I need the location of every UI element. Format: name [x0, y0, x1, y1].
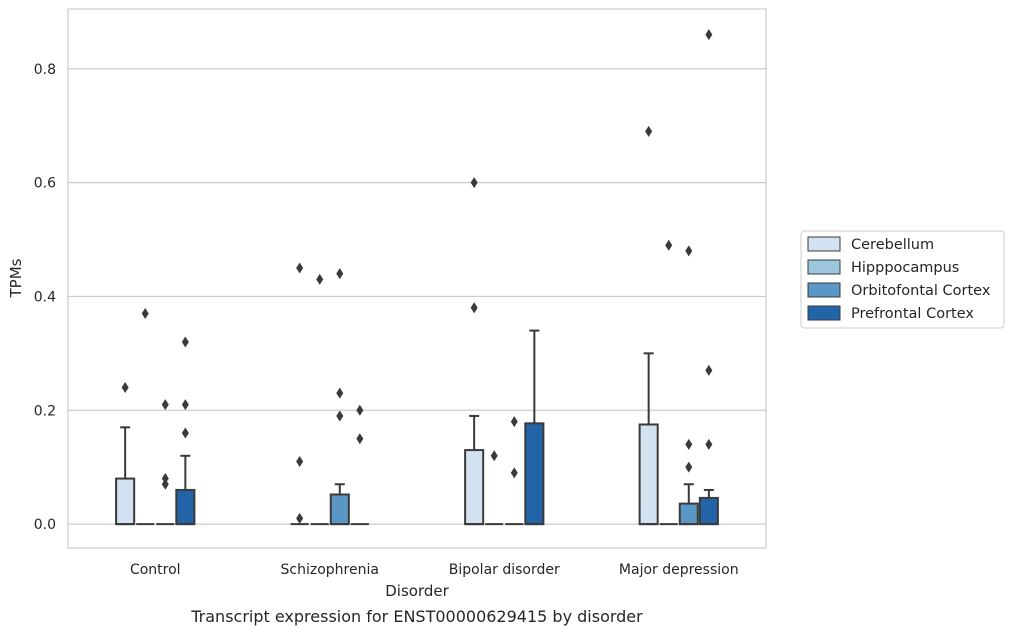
outlier-point — [490, 450, 498, 462]
box-group — [464, 177, 485, 526]
outlier-point — [356, 433, 364, 445]
outlier-point — [705, 364, 713, 376]
outlier-point — [336, 410, 344, 422]
box-group — [638, 125, 659, 526]
outlier-point — [296, 455, 304, 467]
outlier-point — [161, 478, 169, 490]
legend-frame — [800, 230, 1005, 329]
legend-swatch — [807, 236, 841, 252]
outlier-point — [685, 461, 693, 473]
outlier-point — [181, 427, 189, 439]
outlier-point — [336, 387, 344, 399]
outlier-point — [470, 302, 478, 314]
box-group — [485, 450, 504, 526]
box-group — [290, 262, 309, 526]
box — [329, 493, 350, 526]
box-group — [505, 416, 524, 526]
x-tick-label: Bipolar disorder — [449, 562, 560, 578]
outlier-point — [685, 245, 693, 257]
outlier-point — [510, 467, 518, 479]
box-group — [310, 273, 329, 526]
outlier-point — [181, 399, 189, 411]
box-group — [329, 268, 350, 526]
y-tick-label: 0.0 — [34, 517, 56, 533]
box-group — [156, 399, 175, 526]
outlier-point — [645, 125, 653, 137]
outlier-point — [356, 404, 364, 416]
box-group — [115, 381, 136, 526]
box — [175, 488, 196, 526]
outlier-point — [141, 308, 149, 320]
legend-label: Hipppocampus — [851, 260, 959, 276]
box-group — [678, 245, 699, 526]
box — [638, 423, 659, 526]
x-tick-label: Schizophrenia — [281, 562, 379, 578]
legend-swatch — [807, 305, 841, 321]
y-tick-label: 0.4 — [34, 289, 56, 305]
box-group — [659, 239, 678, 526]
box-group — [136, 308, 155, 526]
outlier-point — [685, 438, 693, 450]
x-tick-label: Control — [130, 562, 181, 578]
y-tick-label: 0.2 — [34, 403, 56, 419]
outlier-point — [705, 29, 713, 41]
outlier-point — [510, 416, 518, 428]
outlier-point — [161, 399, 169, 411]
outlier-point — [470, 177, 478, 189]
x-tick-label: Major depression — [619, 562, 739, 578]
box-group — [350, 404, 369, 526]
outlier-point — [296, 512, 304, 524]
x-tick-labels: Control Schizophrenia Bipolar disorder Majo… — [130, 562, 739, 578]
legend-label: Orbitofontal Cortex — [851, 283, 991, 299]
box-group — [175, 336, 196, 526]
y-tick-label: 0.8 — [34, 62, 56, 78]
box — [115, 477, 136, 526]
legend-label: Cerebellum — [851, 237, 934, 253]
y-tick-labels: 0.0 0.2 0.4 0.6 0.8 — [34, 62, 56, 533]
figure-caption: Transcript expression for ENST0000062941… — [190, 607, 643, 626]
box — [464, 449, 485, 526]
plot-area-border — [67, 8, 767, 549]
box — [678, 502, 699, 526]
box-group — [524, 329, 545, 526]
x-axis-label: Disorder — [385, 582, 449, 600]
box-plots — [115, 29, 719, 526]
y-tick-label: 0.6 — [34, 176, 56, 192]
grid-lines — [68, 68, 766, 525]
outlier-point — [336, 268, 344, 280]
legend: Cerebellum Hipppocampus Orbitofontal Corte… — [800, 230, 1005, 329]
legend-label: Prefrontal Cortex — [851, 306, 974, 322]
box — [698, 496, 719, 526]
box-group — [698, 29, 719, 526]
legend-swatch — [807, 282, 841, 298]
y-axis-label: TPMs — [7, 258, 25, 298]
box — [524, 422, 545, 526]
legend-swatch — [807, 259, 841, 275]
outlier-point — [161, 473, 169, 485]
outlier-point — [705, 438, 713, 450]
outlier-point — [296, 262, 304, 274]
outlier-point — [181, 336, 189, 348]
outlier-point — [316, 273, 324, 285]
outlier-point — [665, 239, 673, 251]
outlier-point — [121, 381, 129, 393]
